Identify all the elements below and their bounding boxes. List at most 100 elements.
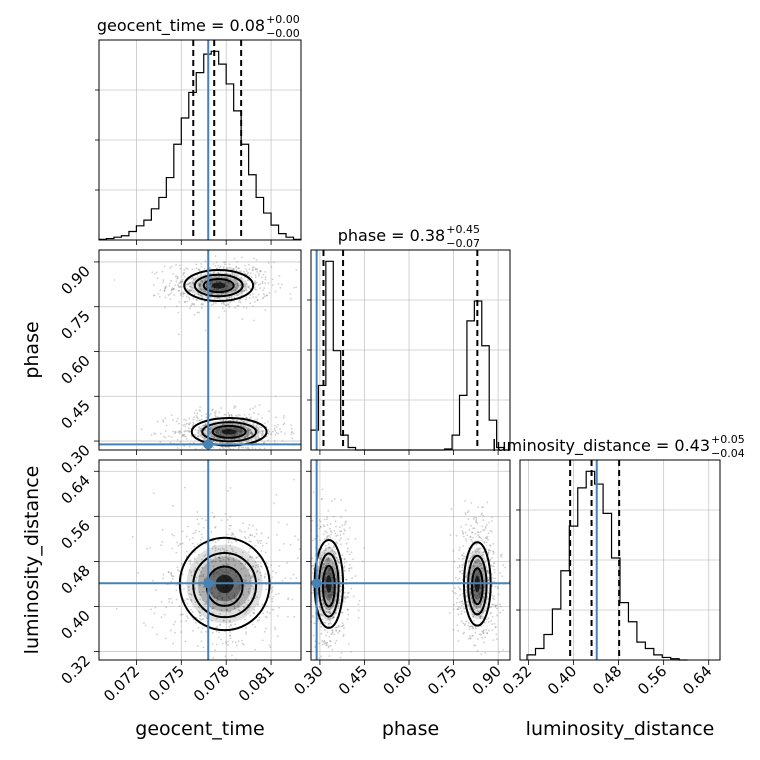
sample-point [201,536,204,539]
sample-point [164,436,167,439]
sample-point [177,544,180,547]
sample-point [324,585,327,588]
sample-point [338,630,341,633]
sample-point [203,429,206,432]
sample-point [480,547,483,550]
sample-point [485,618,488,621]
sample-point [213,437,216,439]
sample-point [254,283,256,286]
sample-point [237,609,240,611]
sample-point [275,416,277,419]
sample-point [332,615,334,618]
sample-point [325,607,328,610]
sample-point [159,289,162,292]
sample-point [238,587,241,590]
sample-point [308,636,310,638]
sample-point [467,622,470,624]
sample-point [334,532,337,535]
sample-point [487,572,490,574]
sample-point [482,615,484,618]
sample-point [311,586,314,589]
panel-title: phase = 0.38 +0.45−0.07 [338,223,480,250]
sample-point [226,285,229,287]
sample-point [248,413,251,416]
sample-point [291,598,294,601]
sample-point [223,602,226,605]
sample-point [328,527,331,530]
contour-level [193,273,244,298]
sample-point [244,436,246,439]
sample-point [167,571,170,573]
sample-point [491,623,494,625]
sample-point [344,521,347,524]
sample-point [234,433,237,436]
sample-point [484,527,487,529]
sample-point [177,284,179,286]
sample-point [249,272,252,275]
sample-point [322,563,325,565]
y-tick-label: 0.75 [57,307,93,343]
sample-point [332,605,335,608]
sample-point [348,553,351,556]
sample-point [319,558,322,560]
sample-point [271,585,274,588]
sample-point [298,548,301,551]
sample-point [200,296,203,299]
sample-point [463,624,466,627]
sample-point [178,289,181,292]
sample-point [330,596,332,598]
sample-point [484,525,487,528]
sample-point [195,561,198,564]
sample-point [226,518,229,521]
sample-point [346,618,349,621]
sample-point [200,263,202,265]
sample-point [283,422,286,424]
sample-point [480,615,482,618]
sample-point [246,447,249,450]
sample-point [220,302,223,305]
sample-point [470,597,473,600]
sample-point [494,585,497,588]
sample-point [189,281,191,284]
sample-point [252,424,255,427]
sample-point [230,624,232,627]
sample-point [482,610,485,612]
sample-point [189,281,192,284]
sample-point [199,285,202,287]
sample-point [241,290,243,293]
sample-point [338,598,341,601]
sample-point [476,649,479,652]
sample-point [243,606,246,609]
sample-point [217,297,219,299]
sample-point [250,276,253,278]
title-main: phase = 0.38 [338,226,445,245]
sample-point [197,606,200,609]
sample-point [197,268,200,271]
sample-point [218,275,221,278]
sample-point [213,436,215,439]
sample-point [160,616,163,619]
sample-point [231,272,233,274]
sample-point [257,602,260,605]
sample-point [200,575,203,577]
sample-point [199,406,202,408]
sample-point [489,558,492,561]
x-tick-label: 0.64 [679,662,715,698]
sample-point [197,543,199,546]
sample-point [487,617,490,620]
sample-point [214,441,217,444]
sample-point [237,413,240,416]
sample-point [234,278,237,281]
sample-point [213,411,216,414]
sample-point [341,524,344,527]
sample-point [227,557,229,560]
sample-point [244,574,247,577]
sample-point [242,605,245,608]
sample-point [258,578,260,581]
sample-point [236,455,238,457]
sample-point [277,432,280,435]
x-axis-label-phase: phase [382,718,439,740]
sample-point [201,618,204,621]
sample-point [213,572,215,574]
sample-point [325,641,328,644]
